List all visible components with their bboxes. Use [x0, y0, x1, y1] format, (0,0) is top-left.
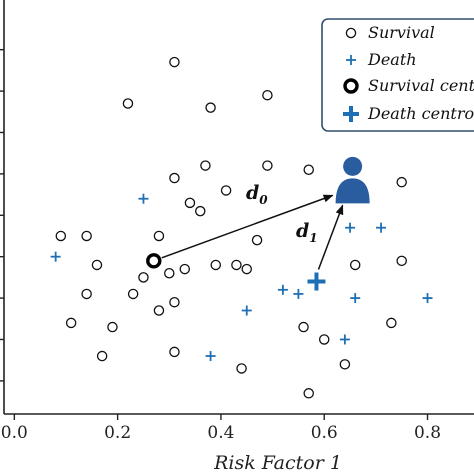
distance-label-d0: d0 — [246, 182, 268, 207]
survival-point — [195, 205, 206, 217]
legend-survival-marker — [345, 27, 357, 39]
survival-point — [386, 317, 397, 329]
legend-item: Death — [346, 50, 417, 69]
survival-point — [81, 230, 92, 242]
distance-label-sub: 1 — [309, 231, 317, 245]
distance-label-base: d — [296, 220, 309, 242]
x-tick-label: 0.2 — [104, 423, 131, 443]
x-tick-label: 0.0 — [1, 423, 28, 443]
patient-icon — [335, 156, 370, 204]
survival-point — [153, 305, 165, 316]
death-point — [277, 284, 288, 295]
distance-label-sub: 0 — [259, 193, 268, 207]
survival-point — [153, 230, 165, 242]
death-point — [350, 293, 361, 304]
survival-point — [262, 89, 273, 101]
patient-icon-body — [335, 178, 370, 204]
survival-point — [303, 388, 314, 399]
survival-point — [91, 259, 103, 271]
survival-point — [220, 185, 232, 196]
survival-point — [122, 98, 134, 109]
legend: Survival Death Survival centroid Death cent… — [321, 18, 474, 132]
death-point — [376, 222, 387, 233]
survival-point — [169, 346, 180, 358]
survival-point — [127, 288, 139, 300]
legend-label: Death centroid — [367, 104, 474, 123]
legend-box — [321, 18, 474, 132]
legend-item: Death centroid — [343, 104, 474, 123]
survival-point — [318, 334, 330, 345]
survival-point — [96, 350, 108, 362]
survival-point — [262, 160, 273, 171]
distance-arrow-d0 — [161, 194, 334, 259]
survival-point — [55, 230, 67, 242]
survival-point — [184, 197, 196, 209]
legend-survival-centroid-marker — [343, 78, 359, 94]
survival-point — [241, 263, 252, 275]
survival-point — [251, 234, 263, 246]
survival-point — [298, 321, 309, 333]
survival-point — [200, 160, 211, 171]
death-centroid — [307, 272, 326, 291]
x-tick-label: 0.8 — [414, 423, 441, 443]
legend-label: Survival — [368, 23, 435, 42]
x-tick-label: 0.4 — [207, 423, 234, 443]
survival-point — [169, 296, 180, 308]
survival-point — [231, 259, 242, 271]
axes: 0.0 0.2 0.4 0.6 0.8 — [0, 0, 474, 443]
survival-point — [138, 272, 149, 283]
death-point — [138, 193, 149, 204]
x-tick-label: 0.6 — [311, 423, 338, 443]
survival-centroid — [146, 253, 162, 269]
survival-point — [169, 56, 180, 68]
death-point — [345, 222, 356, 233]
x-axis-label: Risk Factor 1 — [213, 452, 342, 474]
distance-label-d1: d1 — [296, 220, 318, 245]
death-point — [241, 305, 252, 316]
survival-point — [396, 255, 407, 267]
survival-point — [65, 317, 77, 329]
legend-item: Survival — [345, 23, 435, 42]
survival-point — [179, 263, 191, 275]
death-point — [422, 293, 433, 304]
survival-point — [396, 176, 407, 188]
survival-point — [210, 259, 222, 271]
legend-item: Survival centroid — [343, 76, 474, 95]
death-point — [293, 288, 304, 299]
survival-point — [81, 288, 92, 300]
death-point — [50, 251, 61, 262]
survival-point — [236, 363, 247, 374]
survival-point — [164, 267, 175, 279]
death-point — [339, 334, 350, 345]
patient-icon-head — [343, 156, 363, 176]
survival-point — [107, 321, 118, 333]
survival-point — [349, 259, 361, 271]
legend-label: Survival centroid — [368, 76, 474, 95]
survival-point — [339, 359, 351, 370]
death-point — [205, 351, 216, 362]
survival-point — [205, 102, 216, 113]
survival-point — [169, 172, 180, 184]
distance-arrow-d1 — [317, 204, 344, 270]
survival-point — [303, 164, 314, 175]
legend-label: Death — [367, 50, 417, 69]
distance-label-base: d — [246, 182, 259, 204]
